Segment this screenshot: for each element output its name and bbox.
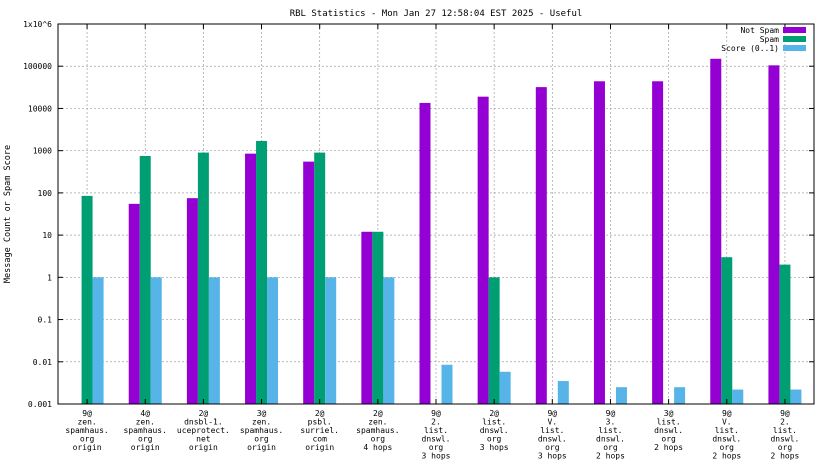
bar-score-0-1: [499, 371, 511, 404]
bar-spam: [81, 195, 93, 404]
bar-not-spam: [593, 81, 605, 405]
legend-label: Not Spam: [740, 26, 779, 35]
bar-not-spam: [419, 102, 431, 404]
x-tick-label: 3@ zen. spamhaus. org origin: [240, 409, 283, 452]
legend-label: Spam: [760, 35, 779, 44]
y-tick-label: 10: [42, 231, 52, 240]
y-tick-labels: 0.001 0.01 0.1 1 10 100 1000 10000 100000 1x10^6: [23, 20, 52, 409]
x-tick-labels: 9@ zen. spamhaus. org origin 4@ zen. spamhaus. o…: [65, 409, 799, 461]
bar-not-spam: [245, 153, 257, 404]
bar-spam: [197, 152, 209, 404]
bar-score-0-1: [208, 277, 220, 404]
bar-spam: [721, 257, 733, 404]
bar-score-0-1: [790, 389, 802, 404]
bar-spam: [488, 277, 500, 404]
y-tick-label: 1x10^6: [23, 20, 52, 29]
bar-not-spam: [477, 96, 489, 404]
y-tick-label: 100000: [23, 62, 52, 71]
bar-not-spam: [128, 203, 140, 404]
bar-score-0-1: [441, 364, 453, 404]
x-tick-label: 9@ 2. list. dnswl. org 3 hops: [422, 409, 451, 461]
bar-score-0-1: [732, 389, 744, 404]
bar-not-spam: [535, 87, 547, 404]
x-tick-label: 9@ V. list. dnswl. org 3 hops: [538, 409, 567, 461]
bar-score-0-1: [383, 277, 395, 404]
legend-label: Score (0..1): [721, 44, 779, 53]
x-tick-label: 9@ 2. list. dnswl. org 2 hops: [770, 409, 799, 461]
bar-spam: [139, 155, 151, 404]
bar-not-spam: [652, 81, 664, 405]
y-tick-label: 1000: [33, 147, 52, 156]
legend-swatch: [783, 36, 806, 42]
plot-border: [57, 23, 815, 405]
y-tick-label: 10000: [28, 104, 52, 113]
bar-score-0-1: [674, 387, 686, 404]
bar-score-0-1: [150, 277, 162, 404]
bar-score-0-1: [557, 381, 569, 404]
legend-swatch: [783, 27, 806, 33]
bar-not-spam: [186, 198, 198, 404]
x-tick-label: 2@ list. dnswl. org 3 hops: [480, 409, 509, 452]
chart-title: RBL Statistics - Mon Jan 27 12:58:04 EST…: [290, 9, 583, 19]
x-tick-label: 2@ psbl. surriel. com origin: [300, 409, 339, 452]
x-tick-label: 4@ zen. spamhaus. org origin: [124, 409, 167, 452]
x-tick-label: 2@ dnsbl-1. uceprotect. net origin: [177, 409, 230, 452]
bar-spam: [372, 231, 384, 404]
x-tick-label: 9@ zen. spamhaus. org origin: [65, 409, 108, 452]
bar-not-spam: [361, 231, 373, 404]
bar-score-0-1: [267, 277, 279, 404]
bar-score-0-1: [92, 277, 104, 404]
bar-not-spam: [768, 65, 780, 404]
bar-spam: [256, 140, 268, 405]
y-tick-label: 0.001: [28, 400, 52, 409]
x-tick-label: 3@ list. dnswl. org 2 hops: [654, 409, 683, 452]
axes: [57, 23, 815, 405]
bar-score-0-1: [615, 387, 627, 404]
y-tick-label: 100: [38, 189, 53, 198]
x-tick-label: 9@ V. list. dnswl. org 2 hops: [712, 409, 741, 461]
y-tick-label: 0.01: [33, 358, 52, 367]
bar-spam: [779, 264, 791, 404]
bars: [81, 58, 802, 405]
bar-not-spam: [710, 58, 722, 404]
x-tick-label: 2@ zen. spamhaus. org 4 hops: [356, 409, 399, 452]
y-tick-label: 1: [47, 273, 52, 282]
bar-score-0-1: [325, 277, 337, 404]
legend-swatch: [783, 45, 806, 51]
bar-not-spam: [303, 161, 315, 404]
x-tick-label: 9@ 3. list. dnswl. org 2 hops: [596, 409, 625, 461]
bar-spam: [314, 152, 326, 404]
y-tick-label: 0.1: [38, 316, 53, 325]
y-axis-label: Message Count or Spam Score: [3, 145, 13, 283]
